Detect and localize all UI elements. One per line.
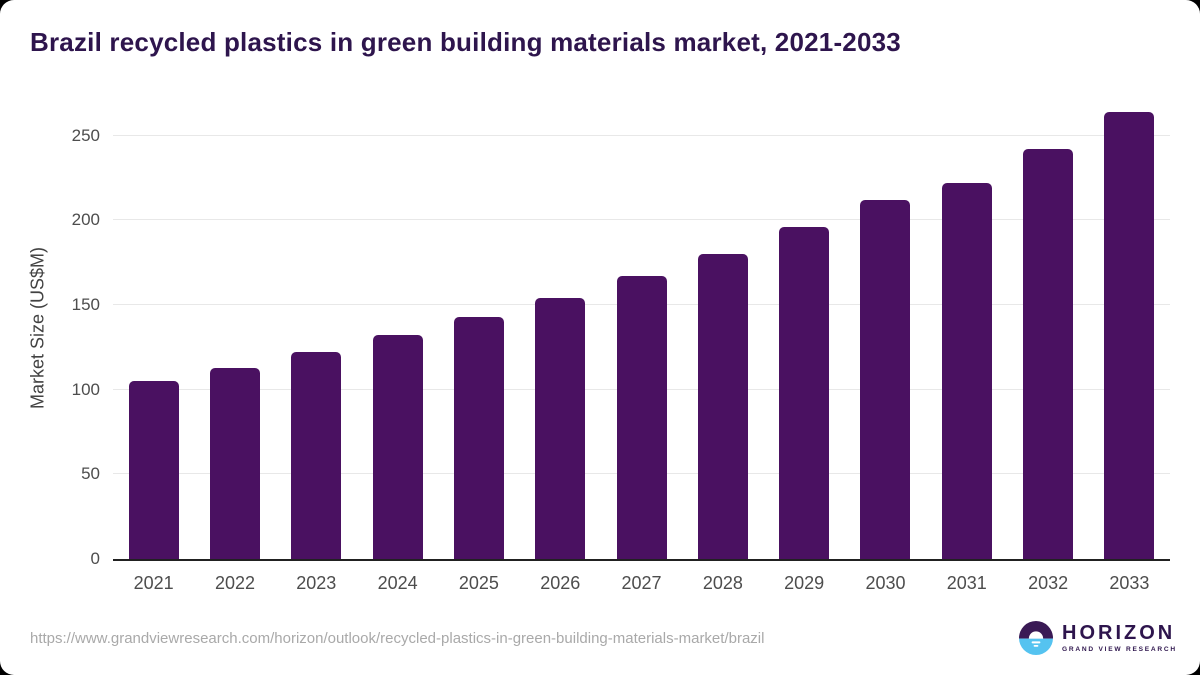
bar-2026 <box>535 298 586 559</box>
bar-column-2027 <box>601 97 682 559</box>
x-tick-2033: 2033 <box>1109 573 1150 593</box>
y-tick-100: 100 <box>71 379 100 399</box>
bar-column-2029 <box>764 97 845 559</box>
bar-column-2031 <box>926 97 1007 559</box>
y-tick-250: 250 <box>71 125 100 145</box>
x-tick-2023: 2023 <box>296 573 337 593</box>
x-tick-2024: 2024 <box>377 573 418 593</box>
x-tick-2026: 2026 <box>540 573 581 593</box>
y-tick-0: 0 <box>90 549 100 568</box>
horizon-logo-icon <box>1019 621 1053 655</box>
y-tick-50: 50 <box>81 464 100 484</box>
bar-2033 <box>1104 111 1155 559</box>
x-tick-2028: 2028 <box>702 573 743 593</box>
bar-2032 <box>1023 149 1074 559</box>
bar-2028 <box>697 254 748 559</box>
bar-2022 <box>209 367 260 559</box>
y-tick-200: 200 <box>71 210 100 230</box>
gridline-250 <box>113 134 1170 136</box>
bar-column-2023 <box>276 97 357 559</box>
x-tick-2029: 2029 <box>784 573 825 593</box>
bar-2024 <box>372 335 423 559</box>
bar-column-2025 <box>438 97 519 559</box>
bar-column-2030 <box>845 97 926 559</box>
bar-2025 <box>453 316 504 559</box>
x-axis-labels: 2021 2022 2023 2024 2025 2026 2027 2028 2029 2030… <box>113 573 1170 594</box>
x-tick-2030: 2030 <box>865 573 906 593</box>
gridline-200 <box>113 219 1170 221</box>
bar-2021 <box>128 381 179 559</box>
plot-area: 0 50 100 150 200 250 2021 2022 2023 2024 2025 2026… <box>72 97 1170 593</box>
source-url-text: https://www.grandviewresearch.com/horizo… <box>30 630 765 647</box>
bar-column-2028 <box>682 97 763 559</box>
horizon-logo-subtitle: GRAND VIEW RESEARCH <box>1062 646 1177 653</box>
bar-column-2021 <box>113 97 194 559</box>
x-tick-2022: 2022 <box>214 573 255 593</box>
bar-2027 <box>616 276 667 559</box>
bar-column-2022 <box>194 97 275 559</box>
bar-2029 <box>779 226 830 559</box>
bar-2031 <box>941 182 992 559</box>
bar-column-2024 <box>357 97 438 559</box>
bar-series <box>113 97 1170 559</box>
horizon-logo-text: HORIZON GRAND VIEW RESEARCH <box>1062 623 1177 653</box>
x-tick-2032: 2032 <box>1028 573 1069 593</box>
horizon-logo: HORIZON GRAND VIEW RESEARCH <box>1019 621 1177 655</box>
bar-column-2033 <box>1089 97 1170 559</box>
bar-2030 <box>860 199 911 559</box>
horizon-logo-name: HORIZON <box>1062 622 1176 644</box>
y-tick-150: 150 <box>71 294 100 314</box>
x-tick-2021: 2021 <box>133 573 174 593</box>
bar-column-2032 <box>1007 97 1088 559</box>
x-tick-2031: 2031 <box>946 573 987 593</box>
x-tick-2025: 2025 <box>458 573 499 593</box>
y-axis-label: Market Size (US$M) <box>27 246 48 410</box>
x-tick-2027: 2027 <box>621 573 662 593</box>
bar-2023 <box>291 352 342 559</box>
chart-title: Brazil recycled plastics in green buildi… <box>30 27 901 57</box>
bar-column-2026 <box>520 97 601 559</box>
